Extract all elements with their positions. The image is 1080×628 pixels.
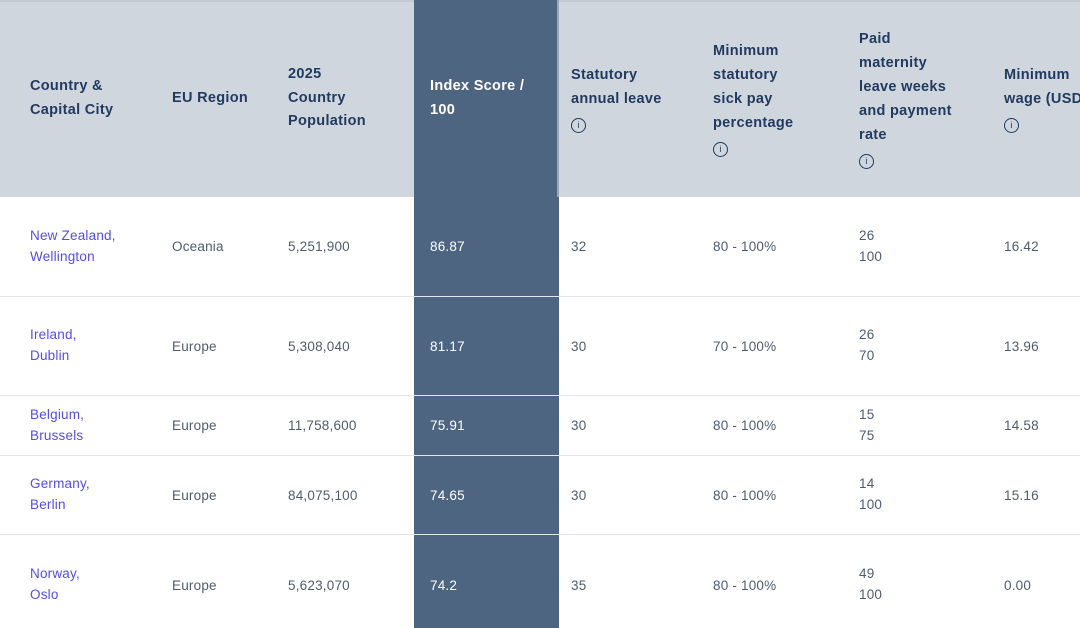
country-link[interactable]: Ireland, xyxy=(30,327,77,343)
table-row: Ireland, Dublin Europe 5,308,040 81.17 3… xyxy=(0,297,1080,396)
region-cell: Europe xyxy=(172,577,217,593)
column-header-maternity: Paid maternity leave weeks and payment rate … xyxy=(847,0,992,197)
population-cell: 5,251,900 xyxy=(288,239,350,254)
population-cell: 11,758,600 xyxy=(288,418,357,433)
capital-link[interactable]: Wellington xyxy=(30,248,95,264)
population-cell: 84,075,100 xyxy=(288,487,358,503)
min-wage-cell: 13.96 xyxy=(1004,338,1039,354)
index-score-cell: 81.17 xyxy=(414,297,559,395)
maternity-weeks: 26 xyxy=(859,227,875,243)
table-row: Norway, Oslo Europe 5,623,070 74.2 35 80… xyxy=(0,535,1080,628)
header-label: Statutory annual leave xyxy=(571,67,662,107)
region-cell: Europe xyxy=(172,418,217,433)
country-capital-cell: New Zealand, Wellington xyxy=(0,197,160,296)
country-capital-cell: Ireland, Dublin xyxy=(0,297,160,395)
table-row: Germany, Berlin Europe 84,075,100 74.65 … xyxy=(0,456,1080,535)
table-row: New Zealand, Wellington Oceania 5,251,90… xyxy=(0,197,1080,297)
annual-leave-cell: 35 xyxy=(571,577,587,593)
country-link[interactable]: Norway, xyxy=(30,566,80,582)
min-wage-cell: 0.00 xyxy=(1004,577,1032,593)
table-row: Belgium, Brussels Europe 11,758,600 75.9… xyxy=(0,396,1080,456)
capital-link[interactable]: Brussels xyxy=(30,427,84,443)
min-wage-cell: 14.58 xyxy=(1004,418,1039,433)
header-label: 2025 Country Population xyxy=(288,65,366,130)
sick-pay-cell: 70 - 100% xyxy=(713,338,777,354)
maternity-rate: 100 xyxy=(859,587,883,602)
index-score-cell: 86.87 xyxy=(414,197,559,296)
maternity-weeks: 49 xyxy=(859,566,875,582)
region-cell: Oceania xyxy=(172,239,224,254)
population-cell: 5,308,040 xyxy=(288,338,350,354)
header-label: Country & Capital City xyxy=(30,77,114,118)
min-wage-cell: 16.42 xyxy=(1004,239,1039,254)
region-cell: Europe xyxy=(172,487,217,503)
table-body: New Zealand, Wellington Oceania 5,251,90… xyxy=(0,197,1080,628)
info-icon[interactable]: i xyxy=(1004,117,1019,133)
annual-leave-cell: 30 xyxy=(571,418,587,433)
header-label: Index Score /100 xyxy=(430,77,525,118)
capital-link[interactable]: Dublin xyxy=(30,348,70,363)
header-label: EU Region xyxy=(172,89,249,106)
country-capital-cell: Belgium, Brussels xyxy=(0,396,160,455)
maternity-weeks: 15 xyxy=(859,406,875,422)
country-capital-cell: Germany, Berlin xyxy=(0,456,160,534)
header-label: Minimum statutory sick pay percentage xyxy=(713,43,794,131)
maternity-weeks: 26 xyxy=(859,327,875,343)
maternity-cell: 14 100 xyxy=(847,456,992,534)
maternity-cell: 15 75 xyxy=(847,396,992,455)
country-capital-cell: Norway, Oslo xyxy=(0,535,160,628)
info-icon[interactable]: i xyxy=(859,153,874,169)
column-header-population: 2025 Country Population xyxy=(276,0,414,197)
annual-leave-cell: 30 xyxy=(571,487,587,503)
country-link[interactable]: New Zealand, xyxy=(30,227,116,243)
info-icon[interactable]: i xyxy=(713,141,728,157)
column-header-annual-leave: Statutory annual leave i xyxy=(559,0,701,197)
min-wage-cell: 15.16 xyxy=(1004,487,1039,503)
sick-pay-cell: 80 - 100% xyxy=(713,418,777,433)
column-header-min-wage: Minimum wage (USD i xyxy=(992,0,1080,197)
column-header-region: EU Region xyxy=(160,0,276,197)
header-label: Paid maternity leave weeks and payment rate xyxy=(859,31,952,143)
maternity-weeks: 14 xyxy=(859,476,875,492)
capital-link[interactable]: Oslo xyxy=(30,587,59,602)
header-row: Country & Capital City EU Region 2025 Coun… xyxy=(0,0,1080,197)
capital-link[interactable]: Berlin xyxy=(30,497,66,512)
column-header-sick-pay: Minimum statutory sick pay percentage i xyxy=(701,0,847,197)
maternity-cell: 26 100 xyxy=(847,197,992,296)
country-link[interactable]: Germany, xyxy=(30,476,90,492)
maternity-rate: 70 xyxy=(859,348,875,363)
region-cell: Europe xyxy=(172,338,217,354)
index-score-cell: 75.91 xyxy=(414,396,559,455)
annual-leave-cell: 30 xyxy=(571,338,587,354)
maternity-cell: 49 100 xyxy=(847,535,992,628)
maternity-rate: 100 xyxy=(859,497,883,512)
info-icon[interactable]: i xyxy=(571,117,586,133)
country-link[interactable]: Belgium, xyxy=(30,406,85,422)
column-header-country: Country & Capital City xyxy=(0,0,160,197)
header-label: Minimum wage (USD xyxy=(1004,67,1080,107)
column-header-index-score: Index Score /100 xyxy=(414,0,559,197)
maternity-rate: 75 xyxy=(859,427,875,443)
maternity-rate: 100 xyxy=(859,248,883,264)
index-score-cell: 74.2 xyxy=(414,535,559,628)
maternity-cell: 26 70 xyxy=(847,297,992,395)
sick-pay-cell: 80 - 100% xyxy=(713,239,777,254)
sick-pay-cell: 80 - 100% xyxy=(713,577,777,593)
sick-pay-cell: 80 - 100% xyxy=(713,487,777,503)
population-cell: 5,623,070 xyxy=(288,577,350,593)
annual-leave-cell: 32 xyxy=(571,239,587,254)
index-score-cell: 74.65 xyxy=(414,456,559,534)
